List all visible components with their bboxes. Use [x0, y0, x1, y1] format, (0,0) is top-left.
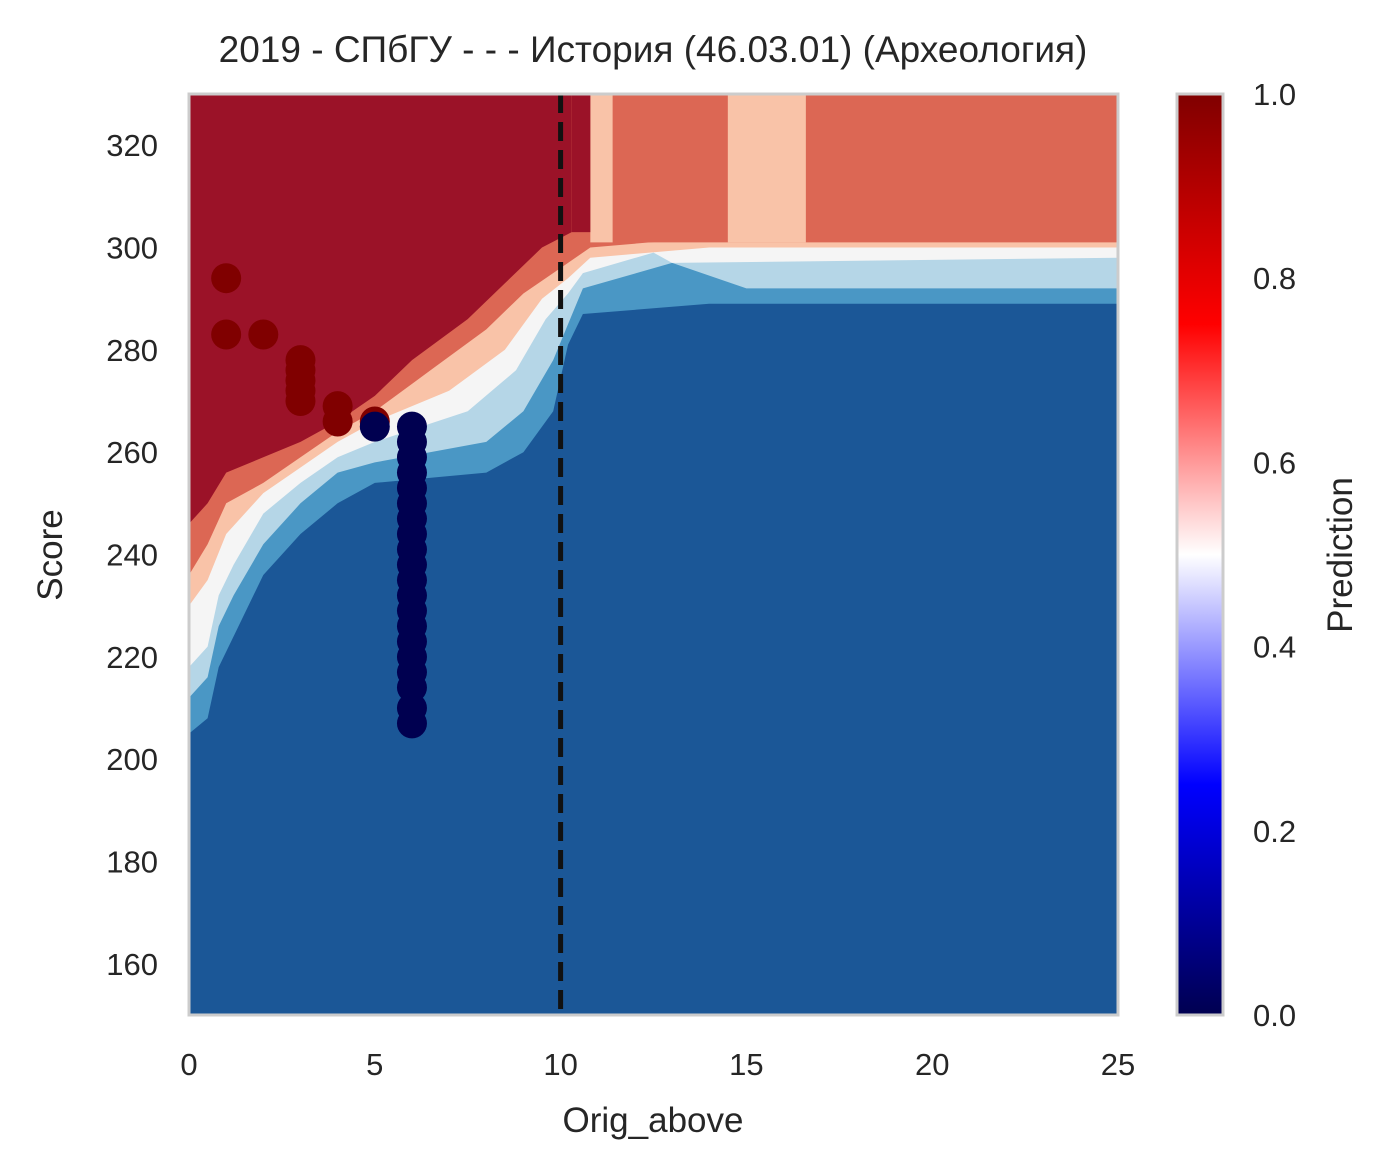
y-axis-ticks: 160 180 200 220 240 260 280 300 320 — [106, 128, 158, 982]
colorbar-tick-label: 0.8 — [1253, 261, 1296, 296]
x-tick-label: 0 — [180, 1047, 197, 1082]
scatter-point-class-0 — [396, 708, 427, 739]
x-tick-label: 5 — [366, 1047, 383, 1082]
x-tick-label: 10 — [543, 1047, 577, 1082]
colorbar-tick-label: 0.0 — [1253, 998, 1296, 1033]
contour-layer — [189, 94, 1118, 1015]
y-tick-label: 320 — [106, 128, 158, 163]
scatter-point-class-1 — [211, 263, 242, 294]
scatter-point-class-0 — [359, 411, 390, 442]
scatter-point-class-1 — [211, 319, 242, 350]
contour-block-0.6-0.7 — [590, 94, 613, 243]
scatter-points — [211, 263, 427, 739]
y-tick-label: 280 — [106, 333, 158, 368]
colorbar-label: Prediction — [1321, 477, 1360, 633]
plot-frame — [187, 92, 1120, 1017]
colorbar-tick-label: 0.4 — [1253, 630, 1296, 665]
colorbar-tick-label: 1.0 — [1253, 77, 1296, 112]
x-tick-label: 15 — [729, 1047, 763, 1082]
y-tick-label: 260 — [106, 435, 158, 470]
colorbar — [1175, 92, 1225, 1017]
contour-block-0.7-0.9 — [571, 94, 1118, 243]
colorbar-tick-label: 0.2 — [1253, 814, 1296, 849]
contour-block-0.9-1.0 — [571, 94, 591, 233]
scatter-point-class-1 — [322, 406, 353, 437]
scatter-point-class-1 — [285, 386, 316, 416]
x-axis-label: Orig_above — [563, 1101, 744, 1140]
x-tick-label: 20 — [915, 1047, 949, 1082]
x-axis-ticks: 0 5 10 15 20 25 — [180, 1047, 1135, 1082]
scatter-point-class-1 — [248, 319, 279, 350]
y-tick-label: 180 — [106, 845, 158, 880]
y-tick-label: 160 — [106, 947, 158, 982]
contour-region-0.9-1.0 — [189, 94, 572, 524]
contour-block-0.6-0.7 — [727, 94, 806, 243]
chart-title: 2019 - СПбГУ - - - История (46.03.01) (А… — [219, 29, 1088, 70]
plot-area — [189, 94, 1118, 1015]
colorbar-ticks: 0.0 0.2 0.4 0.6 0.8 1.0 — [1253, 77, 1296, 1033]
y-axis-label: Score — [31, 509, 70, 600]
x-tick-label: 25 — [1101, 1047, 1135, 1082]
y-tick-label: 200 — [106, 742, 158, 777]
y-tick-label: 300 — [106, 231, 158, 266]
y-tick-label: 220 — [106, 640, 158, 675]
y-tick-label: 240 — [106, 538, 158, 573]
colorbar-tick-label: 0.6 — [1253, 445, 1296, 480]
